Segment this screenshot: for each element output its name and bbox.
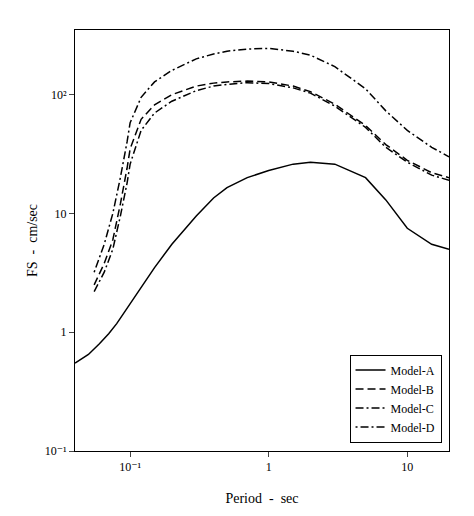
svg-text:Model-C: Model-C	[391, 402, 434, 416]
svg-text:Model-A: Model-A	[391, 364, 435, 378]
svg-text:10⁻¹: 10⁻¹	[119, 460, 141, 474]
svg-text:10: 10	[55, 207, 67, 221]
svg-text:1: 1	[266, 460, 272, 474]
svg-text:Model-D: Model-D	[391, 421, 435, 435]
svg-text:1: 1	[61, 325, 67, 339]
svg-text:Period - sec: Period - sec	[225, 491, 298, 506]
svg-text:10⁻¹: 10⁻¹	[45, 444, 67, 458]
svg-text:10: 10	[401, 460, 413, 474]
svg-text:Model-B: Model-B	[391, 383, 434, 397]
svg-text:FS - cm/sec: FS - cm/sec	[25, 204, 40, 277]
svg-text:10²: 10²	[51, 88, 67, 102]
